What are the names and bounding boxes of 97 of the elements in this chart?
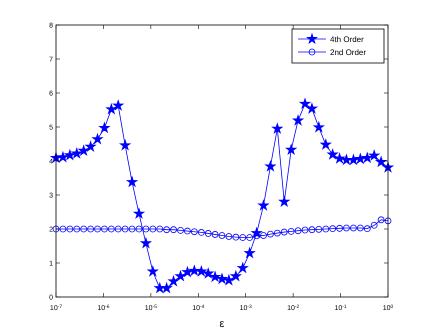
point: [99, 122, 110, 133]
legend-label: 4th Order: [330, 34, 364, 44]
point: [258, 200, 269, 210]
point: [350, 224, 357, 232]
point: [134, 208, 144, 218]
point: [60, 226, 66, 232]
point: [272, 123, 283, 134]
point: [329, 225, 336, 232]
point: [274, 230, 281, 236]
point: [237, 262, 248, 273]
point: [356, 224, 364, 232]
point: [239, 234, 246, 241]
point: [378, 216, 384, 224]
point: [292, 114, 304, 126]
point: [315, 226, 322, 233]
point: [92, 134, 103, 144]
point: [260, 232, 267, 239]
point: [94, 226, 101, 232]
point: [120, 140, 130, 150]
point: [218, 232, 226, 239]
point: [149, 226, 156, 232]
point: [286, 144, 296, 154]
point: [308, 226, 316, 234]
point: [184, 228, 191, 234]
point: [244, 248, 255, 258]
point: [216, 273, 228, 284]
point: [161, 282, 172, 293]
point: [136, 226, 142, 232]
point: [182, 266, 193, 277]
point: [232, 234, 240, 241]
point: [343, 224, 350, 232]
point: [355, 153, 366, 164]
point: [190, 228, 198, 236]
point: [114, 226, 122, 232]
point: [278, 196, 290, 206]
point: [196, 266, 207, 276]
point: [364, 225, 371, 232]
point: [288, 228, 295, 235]
point: [280, 228, 288, 236]
point: [327, 148, 338, 160]
point: [101, 226, 108, 232]
x-axis-title: ε: [220, 318, 225, 330]
point: [140, 238, 152, 248]
point: [122, 226, 129, 232]
point: [87, 226, 94, 232]
point: [368, 150, 380, 160]
point: [154, 282, 166, 293]
point: [112, 100, 124, 110]
point: [73, 226, 80, 232]
point: [52, 226, 60, 232]
point: [142, 226, 150, 232]
point: [306, 103, 318, 114]
point: [80, 226, 88, 232]
point: [362, 152, 373, 163]
point: [384, 217, 392, 224]
point: [177, 226, 184, 234]
point: [348, 154, 359, 165]
point: [85, 141, 96, 152]
point: [128, 226, 136, 232]
point: [163, 226, 170, 234]
point: [224, 274, 234, 285]
point: [204, 230, 212, 237]
point: [78, 145, 89, 156]
legend-label: 2nd Order: [330, 48, 366, 57]
point: [376, 156, 386, 167]
point: [341, 154, 352, 165]
point: [230, 270, 242, 281]
point: [189, 265, 200, 276]
point: [265, 160, 276, 172]
point: [156, 226, 164, 232]
point: [226, 233, 232, 240]
point: [168, 276, 179, 286]
point: [58, 152, 68, 162]
point: [294, 227, 302, 234]
point: [66, 226, 74, 232]
point: [267, 230, 274, 238]
point: [108, 226, 115, 232]
point: [64, 150, 76, 160]
point: [336, 224, 343, 232]
point: [300, 98, 310, 108]
point: [322, 226, 330, 232]
point: [148, 266, 158, 276]
point: [320, 139, 332, 150]
point: [106, 104, 117, 114]
point: [210, 271, 220, 282]
point: [198, 229, 205, 236]
point: [202, 268, 214, 278]
point: [212, 231, 218, 238]
point: [370, 222, 378, 229]
point: [126, 176, 138, 187]
point: [170, 226, 177, 234]
point: [246, 234, 254, 241]
point: [175, 270, 186, 281]
point: [302, 226, 308, 234]
point: [71, 148, 82, 158]
point: [334, 153, 345, 164]
point: [314, 122, 324, 132]
